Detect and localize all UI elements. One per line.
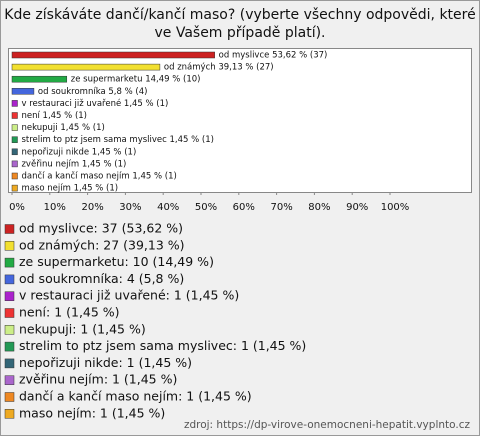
x-tick-label: 0% — [9, 202, 25, 213]
bar — [11, 112, 18, 119]
legend-label: maso nejím: 1 (1,45 %) — [19, 405, 165, 420]
bar — [11, 160, 18, 168]
x-tick-label: 100% — [381, 202, 410, 213]
bar — [11, 184, 18, 192]
bar-label: od soukromníka 5,8 % (4) — [38, 87, 148, 97]
legend-label: od známých: 27 (39,13 %) — [19, 237, 185, 252]
bar — [11, 100, 18, 107]
bar-label: nepořizuji nikde 1,45 % (1) — [21, 147, 136, 157]
legend-swatch — [4, 257, 15, 268]
legend-label: od myslivce: 37 (53,62 %) — [19, 221, 183, 236]
bar — [11, 75, 68, 83]
x-tick-label: 20% — [81, 202, 103, 213]
x-tick-label: 80% — [308, 202, 330, 213]
legend-swatch — [4, 274, 15, 285]
bar — [11, 63, 161, 71]
x-tick-label: 50% — [195, 202, 217, 213]
legend-label: nepořizuji nikde: 1 (1,45 %) — [19, 355, 192, 370]
legend-swatch — [4, 341, 15, 352]
bar — [11, 136, 18, 143]
chart-title: Kde získáváte dančí/kančí maso? (vyberte… — [4, 7, 475, 23]
legend-label: ze supermarketu: 10 (14,49 %) — [19, 254, 214, 269]
bar-label: ze supermarketu 14,49 % (10) — [71, 75, 201, 85]
legend-swatch — [4, 409, 15, 419]
bar — [11, 88, 35, 95]
x-tick-label: 40% — [157, 202, 179, 213]
x-tick-label: 60% — [233, 202, 255, 213]
bar-label: nekupuji 1,45 % (1) — [21, 123, 104, 133]
legend-label: v restauraci již uvařené: 1 (1,45 %) — [19, 288, 239, 303]
chart-title: ve Vašem případě platí). — [154, 25, 325, 41]
legend-swatch — [4, 291, 15, 301]
legend-label: není: 1 (1,45 %) — [19, 305, 120, 320]
bar-label: v restauraci již uvařené 1,45 % (1) — [21, 98, 168, 109]
legend-swatch — [4, 375, 15, 385]
legend-swatch — [4, 224, 15, 234]
legend-label: od soukromníka: 4 (5,8 %) — [19, 271, 184, 286]
legend-label: strelim to ptz jsem sama myslivec: 1 (1,… — [19, 338, 306, 353]
bar-label: maso nejím 1,45 % (1) — [21, 184, 118, 194]
source: zdroj: https://dp-virove-onemocneni-hepa… — [184, 419, 471, 431]
x-tick-label: 30% — [119, 202, 141, 213]
legend-label: dančí a kančí maso nejím: 1 (1,45 %) — [19, 389, 252, 404]
legend-swatch — [4, 241, 15, 251]
bar-label: není 1,45 % (1) — [21, 111, 87, 121]
plot-area — [8, 48, 472, 193]
legend-swatch — [4, 392, 15, 402]
bar — [11, 148, 18, 156]
legend-swatch — [4, 325, 15, 335]
bar — [11, 51, 215, 59]
bar-label: zvěřinu nejím 1,45 % (1) — [21, 159, 126, 169]
x-tick-label: 90% — [346, 202, 368, 213]
bar — [11, 124, 18, 131]
bar-label: dančí a kančí maso nejím 1,45 % (1) — [21, 171, 176, 182]
bar-label: od myslivce 53,62 % (37) — [219, 51, 328, 61]
x-tick-label: 10% — [44, 202, 66, 213]
legend-label: zvěřinu nejím: 1 (1,45 %) — [19, 372, 177, 387]
legend-swatch — [4, 308, 15, 318]
legend-label: nekupuji: 1 (1,45 %) — [19, 321, 146, 336]
bar — [11, 172, 18, 180]
legend-swatch — [4, 358, 15, 369]
bar-label: strelim to ptz jsem sama myslivec 1,45 %… — [21, 135, 214, 145]
bar-label: od známých 39,13 % (27) — [164, 63, 274, 73]
x-tick-label: 70% — [270, 202, 292, 213]
